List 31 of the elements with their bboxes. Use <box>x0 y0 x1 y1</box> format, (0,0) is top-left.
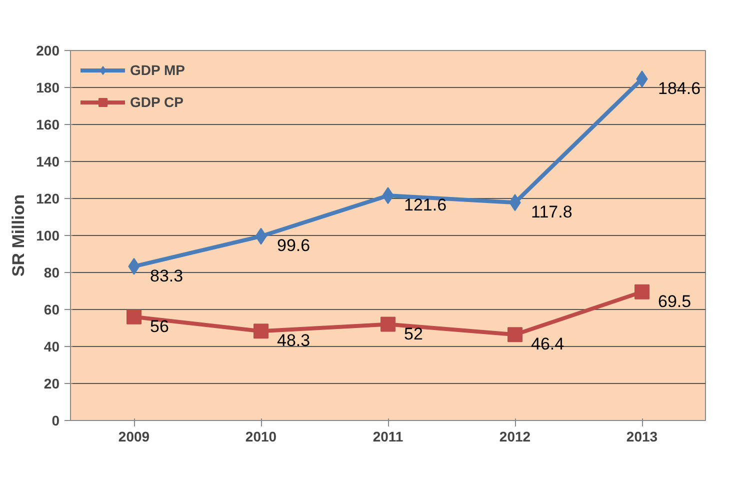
point <box>634 284 650 300</box>
point <box>126 309 142 324</box>
y-tick-label: 180 <box>36 80 60 96</box>
point <box>508 327 522 342</box>
y-tick-label: 60 <box>44 302 60 318</box>
y-tick-label: 40 <box>44 338 60 354</box>
data-label: 121.6 <box>404 196 447 215</box>
x-tick-label: 2010 <box>245 428 277 444</box>
data-label: 99.6 <box>277 236 310 256</box>
y-tick-label: 80 <box>44 264 60 280</box>
x-tick-label: 2013 <box>626 428 658 444</box>
data-label: 69.5 <box>658 292 692 311</box>
x-tick-label: 2011 <box>372 428 404 444</box>
legend-label: GDP MP <box>130 62 185 78</box>
data-label: 52 <box>404 324 423 344</box>
y-tick-label: 200 <box>36 42 60 58</box>
data-label: 56 <box>150 316 169 336</box>
x-tick-label: 2009 <box>118 428 150 444</box>
legend-label: GDP CP <box>130 94 184 110</box>
x-tick-label: 2012 <box>499 428 531 444</box>
y-tick-label: 20 <box>44 376 60 392</box>
y-tick-label: 120 <box>36 190 60 206</box>
data-label: 48.3 <box>277 331 310 350</box>
y-tick-label: 140 <box>36 154 60 170</box>
data-label: 117.8 <box>531 202 572 222</box>
y-tick-label: 100 <box>36 228 60 244</box>
point <box>380 316 396 332</box>
y-tick-label: 0 <box>52 412 60 428</box>
y-tick-label: 160 <box>36 116 60 132</box>
point <box>254 324 268 339</box>
y-axis-title: SR Million <box>9 194 28 277</box>
